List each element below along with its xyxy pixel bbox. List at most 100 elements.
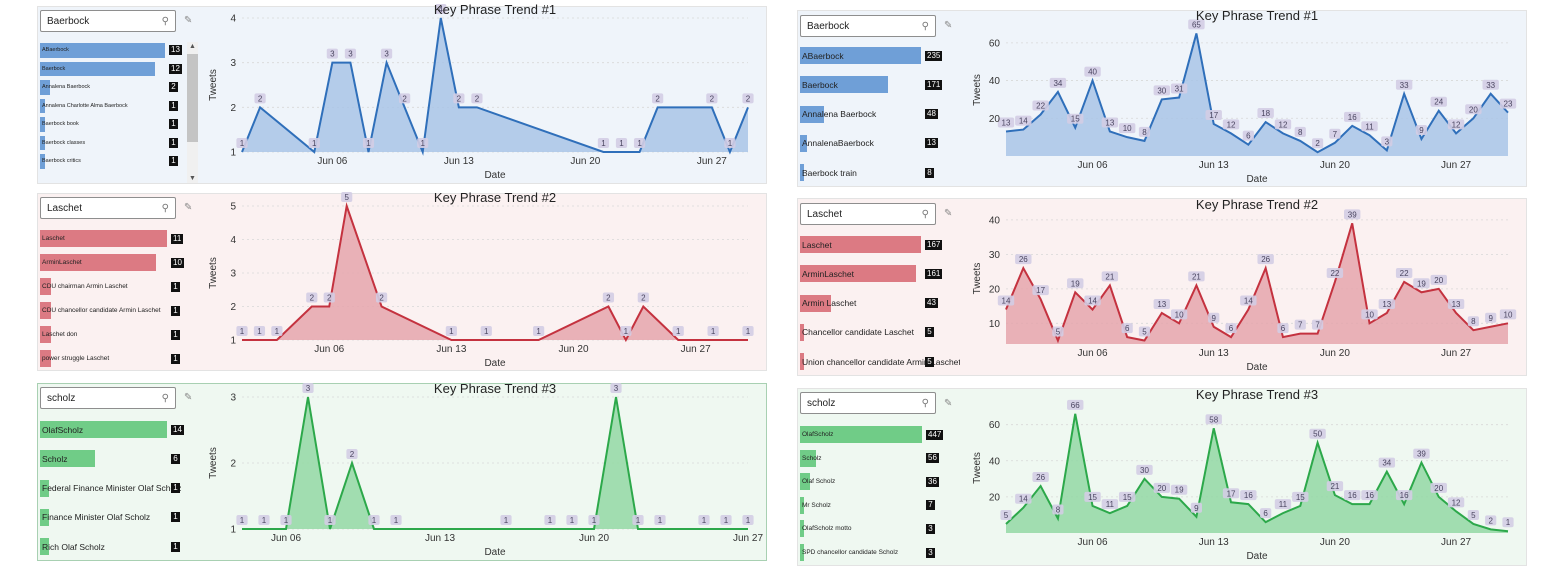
- count-badge: 167: [925, 239, 943, 250]
- series-line: [1005, 223, 1509, 344]
- search-icon[interactable]: ⚲: [161, 392, 169, 404]
- search-icon[interactable]: ⚲: [921, 208, 929, 220]
- search-icon[interactable]: ⚲: [921, 397, 929, 409]
- list-item[interactable]: Rich Olaf Scholz 1: [40, 538, 194, 556]
- list-item-label: Baerbock train: [802, 167, 857, 178]
- list-item[interactable]: ArminLaschet 161: [800, 265, 960, 283]
- list-item[interactable]: Scholz 56: [800, 449, 960, 467]
- search-input[interactable]: Laschet ⚲: [800, 203, 936, 225]
- area-fill: [1006, 223, 1508, 344]
- list-item[interactable]: OlafScholz motto 3: [800, 520, 960, 538]
- scroll-down-icon[interactable]: ▼: [189, 175, 196, 182]
- phrase-list: OlafScholz 447 Scholz 56 Olaf Scholz 36 Mr Sch…: [800, 426, 960, 566]
- data-label: 14: [997, 295, 1015, 306]
- list-item[interactable]: Baerbock 12: [40, 61, 194, 76]
- list-item[interactable]: Baerbock classes 1: [40, 135, 194, 150]
- svg-text:2: 2: [655, 94, 660, 103]
- list-item[interactable]: Olaf Scholz 36: [800, 473, 960, 491]
- count-badge: 13: [925, 138, 938, 149]
- svg-text:13: 13: [1002, 118, 1011, 127]
- search-value: Baerbock: [47, 15, 90, 27]
- list-item[interactable]: Annalena Baerbock 2: [40, 80, 194, 95]
- search-input[interactable]: Laschet ⚲: [40, 197, 176, 219]
- search-input[interactable]: Baerbock ⚲: [800, 15, 936, 37]
- list-item[interactable]: Laschet 11: [40, 230, 194, 247]
- search-input[interactable]: scholz ⚲: [800, 392, 936, 414]
- list-item[interactable]: Baerbock book 1: [40, 117, 194, 132]
- data-label: 1: [368, 515, 380, 525]
- eraser-icon[interactable]: ✎: [184, 15, 193, 26]
- list-item[interactable]: Chancellor candidate Laschet 5: [800, 323, 960, 341]
- chart-title: Key Phrase Trend #1: [1196, 8, 1318, 23]
- svg-text:3: 3: [330, 50, 335, 59]
- svg-text:19: 19: [1071, 279, 1080, 288]
- y-tick-label: 60: [989, 420, 1001, 431]
- svg-text:1: 1: [275, 327, 280, 336]
- data-label: 19: [1170, 484, 1188, 495]
- data-label: 1: [698, 515, 710, 525]
- list-item[interactable]: AnnalenaBaerbock 13: [800, 134, 960, 152]
- data-label: 1: [324, 515, 336, 525]
- list-item[interactable]: Union chancellor candidate Armin Laschet…: [800, 353, 960, 371]
- scroll-thumb[interactable]: [187, 54, 198, 142]
- search-icon[interactable]: ⚲: [921, 20, 929, 32]
- svg-text:8: 8: [1056, 506, 1061, 515]
- count-bar: [800, 236, 921, 253]
- list-item[interactable]: Annalena Baerbock 48: [800, 105, 960, 123]
- search-icon[interactable]: ⚲: [161, 15, 169, 27]
- eraser-icon[interactable]: ✎: [944, 398, 953, 409]
- eraser-icon[interactable]: ✎: [184, 392, 193, 403]
- list-item-label: Baerbock critics: [42, 158, 81, 165]
- list-item[interactable]: Mr Scholz 7: [800, 496, 960, 514]
- svg-text:6: 6: [1263, 509, 1268, 518]
- list-item[interactable]: Laschet 167: [800, 236, 960, 253]
- svg-text:2: 2: [402, 94, 407, 103]
- list-item[interactable]: Scholz 6: [40, 450, 194, 468]
- eraser-icon[interactable]: ✎: [944, 208, 953, 219]
- data-label: 16: [1344, 111, 1361, 122]
- list-item-label: Armin Laschet: [802, 298, 857, 309]
- list-item[interactable]: OlafScholz 14: [40, 421, 194, 438]
- list-item[interactable]: CDU chairman Armin Laschet 1: [40, 278, 194, 295]
- list-item-label: Annalena Charlotte Alma Baerbock: [42, 102, 128, 109]
- list-item[interactable]: Baerbock critics 1: [40, 154, 194, 169]
- list-item[interactable]: Armin Laschet 43: [800, 294, 960, 312]
- list-item[interactable]: CDU chancellor candidate Armin Laschet 1: [40, 302, 194, 319]
- svg-text:1: 1: [728, 139, 733, 148]
- list-item[interactable]: Annalena Charlotte Alma Baerbock 1: [40, 98, 194, 113]
- data-label: 1: [500, 515, 512, 525]
- list-item[interactable]: OlafScholz 447: [800, 426, 960, 443]
- list-item-label: SPD chancellor candidate Scholz: [802, 549, 899, 556]
- data-label: 34: [1378, 457, 1396, 468]
- count-bar: [800, 76, 889, 94]
- list-item[interactable]: Federal Finance Minister Olaf Scholz 1: [40, 479, 194, 497]
- data-label: 1: [253, 326, 266, 336]
- list-item[interactable]: power struggle Laschet 1: [40, 350, 194, 367]
- list-item[interactable]: ABaerbock 13: [40, 43, 194, 58]
- data-label: 33: [1395, 79, 1413, 90]
- list-scrollbar[interactable]: ▲ ▼: [187, 42, 198, 183]
- count-badge: 1: [169, 156, 178, 167]
- list-item[interactable]: Baerbock train 8: [800, 164, 960, 182]
- list-item[interactable]: ArminLaschet 10: [40, 254, 194, 271]
- svg-text:18: 18: [1261, 109, 1270, 118]
- list-item[interactable]: ABaerbock 235: [800, 47, 960, 64]
- data-label: 1: [720, 515, 732, 525]
- eraser-icon[interactable]: ✎: [944, 20, 953, 31]
- svg-text:12: 12: [1279, 120, 1288, 129]
- data-label: 4: [435, 4, 447, 14]
- list-item[interactable]: Baerbock 171: [800, 76, 960, 94]
- scroll-up-icon[interactable]: ▲: [189, 43, 196, 50]
- list-item[interactable]: Finance Minister Olaf Scholz 1: [40, 508, 194, 526]
- list-item[interactable]: Laschet don 1: [40, 326, 194, 343]
- list-item[interactable]: SPD chancellor candidate Scholz 3: [800, 544, 960, 561]
- search-input[interactable]: scholz ⚲: [40, 387, 176, 409]
- search-icon[interactable]: ⚲: [161, 202, 169, 214]
- data-label: 26: [1257, 254, 1274, 265]
- count-badge: 235: [925, 50, 943, 61]
- data-label: 9: [1415, 125, 1428, 136]
- search-input[interactable]: Baerbock ⚲: [40, 10, 176, 32]
- svg-text:13: 13: [1105, 118, 1114, 127]
- eraser-icon[interactable]: ✎: [184, 202, 193, 213]
